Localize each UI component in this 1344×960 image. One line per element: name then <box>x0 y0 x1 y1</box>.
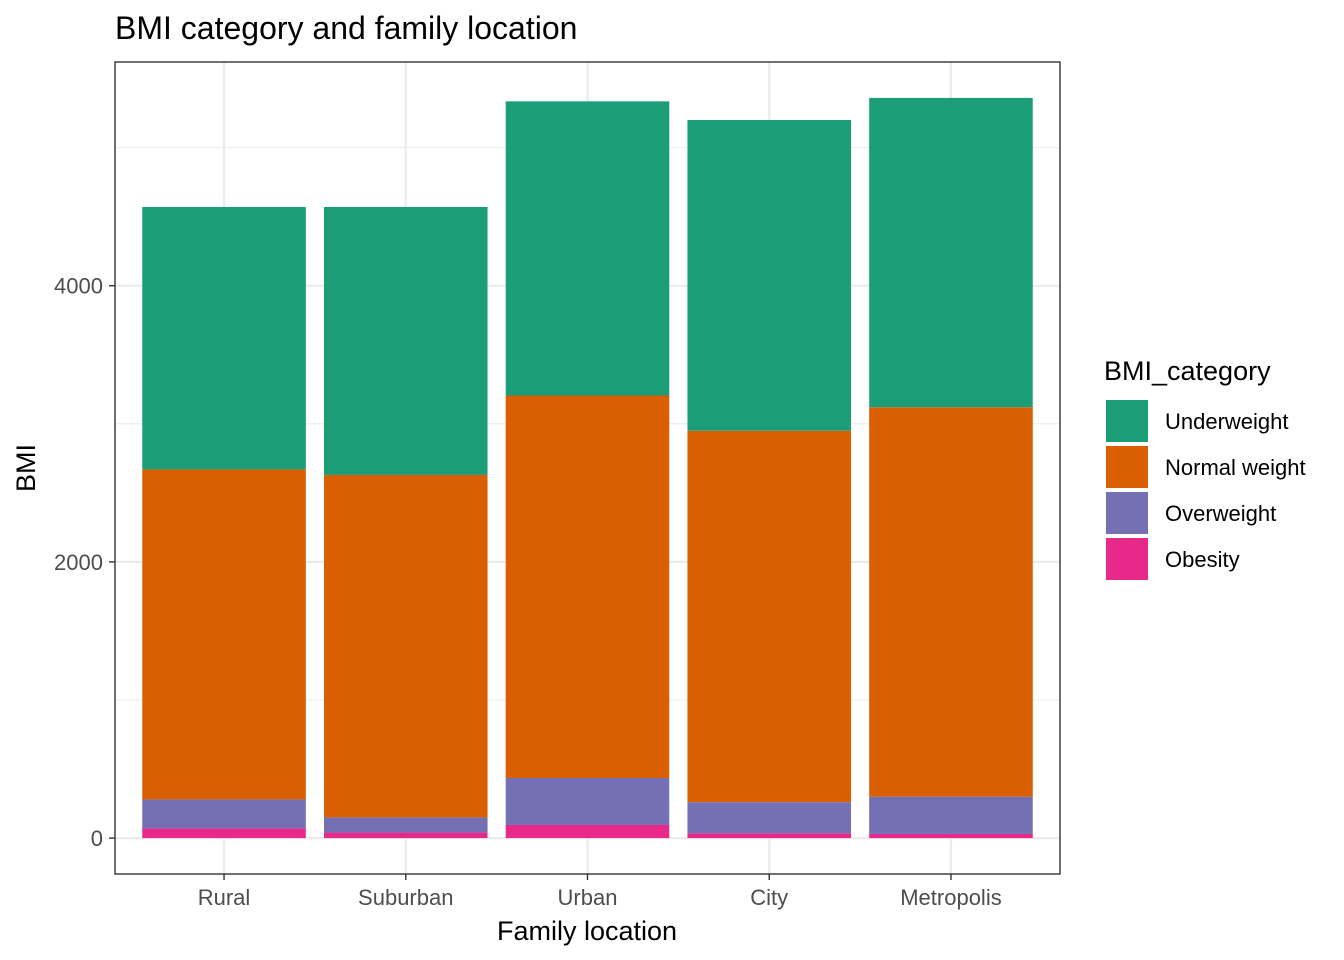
legend-key-overweight <box>1106 492 1148 534</box>
bar-city-underweight <box>687 120 852 431</box>
bar-suburban-obesity <box>323 832 488 839</box>
bar-city-overweight <box>687 802 852 834</box>
x-tick-label: Suburban <box>358 885 453 910</box>
bar-suburban-underweight <box>323 207 488 475</box>
x-axis: Rural Suburban Urban City Metropolis <box>198 874 1002 910</box>
bar-metropolis-overweight <box>869 796 1033 834</box>
bar-city-normal-weight <box>687 430 852 803</box>
bar-rural-overweight <box>142 799 306 829</box>
y-tick-label: 0 <box>91 826 103 851</box>
legend-label: Normal weight <box>1165 455 1306 480</box>
y-tick-label: 4000 <box>54 274 103 299</box>
legend-key-obesity <box>1106 538 1148 580</box>
bar-rural-obesity <box>142 828 306 839</box>
chart-title: BMI category and family location <box>115 10 577 46</box>
bar-urban-overweight <box>505 778 670 825</box>
x-tick-label: Metropolis <box>900 885 1001 910</box>
legend-key-normal-weight <box>1106 446 1148 488</box>
x-axis-title: Family location <box>497 916 677 946</box>
bar-city-obesity <box>687 833 852 839</box>
bar-suburban-overweight <box>323 817 488 833</box>
y-axis-title: BMI <box>11 444 41 492</box>
bar-rural-normal-weight <box>142 469 306 800</box>
legend-key-underweight <box>1106 400 1148 442</box>
legend: BMI_category Underweight Normal weight Ove… <box>1104 356 1306 580</box>
bar-urban-normal-weight <box>505 395 670 779</box>
legend-label: Underweight <box>1165 409 1289 434</box>
legend-title: BMI_category <box>1104 356 1271 386</box>
y-axis: 0 2000 4000 <box>54 274 115 851</box>
bar-metropolis-normal-weight <box>869 407 1033 797</box>
bar-metropolis-underweight <box>869 97 1033 408</box>
x-tick-label: City <box>750 885 788 910</box>
x-tick-label: Rural <box>198 885 251 910</box>
bar-suburban-normal-weight <box>323 474 488 818</box>
legend-label: Overweight <box>1165 501 1276 526</box>
bar-urban-underweight <box>505 101 670 396</box>
y-tick-label: 2000 <box>54 550 103 575</box>
bar-rural-underweight <box>142 207 306 470</box>
bar-urban-obesity <box>505 824 670 839</box>
bar-metropolis-obesity <box>869 833 1033 839</box>
x-tick-label: Urban <box>558 885 618 910</box>
bars <box>142 97 1033 839</box>
legend-label: Obesity <box>1165 547 1240 572</box>
